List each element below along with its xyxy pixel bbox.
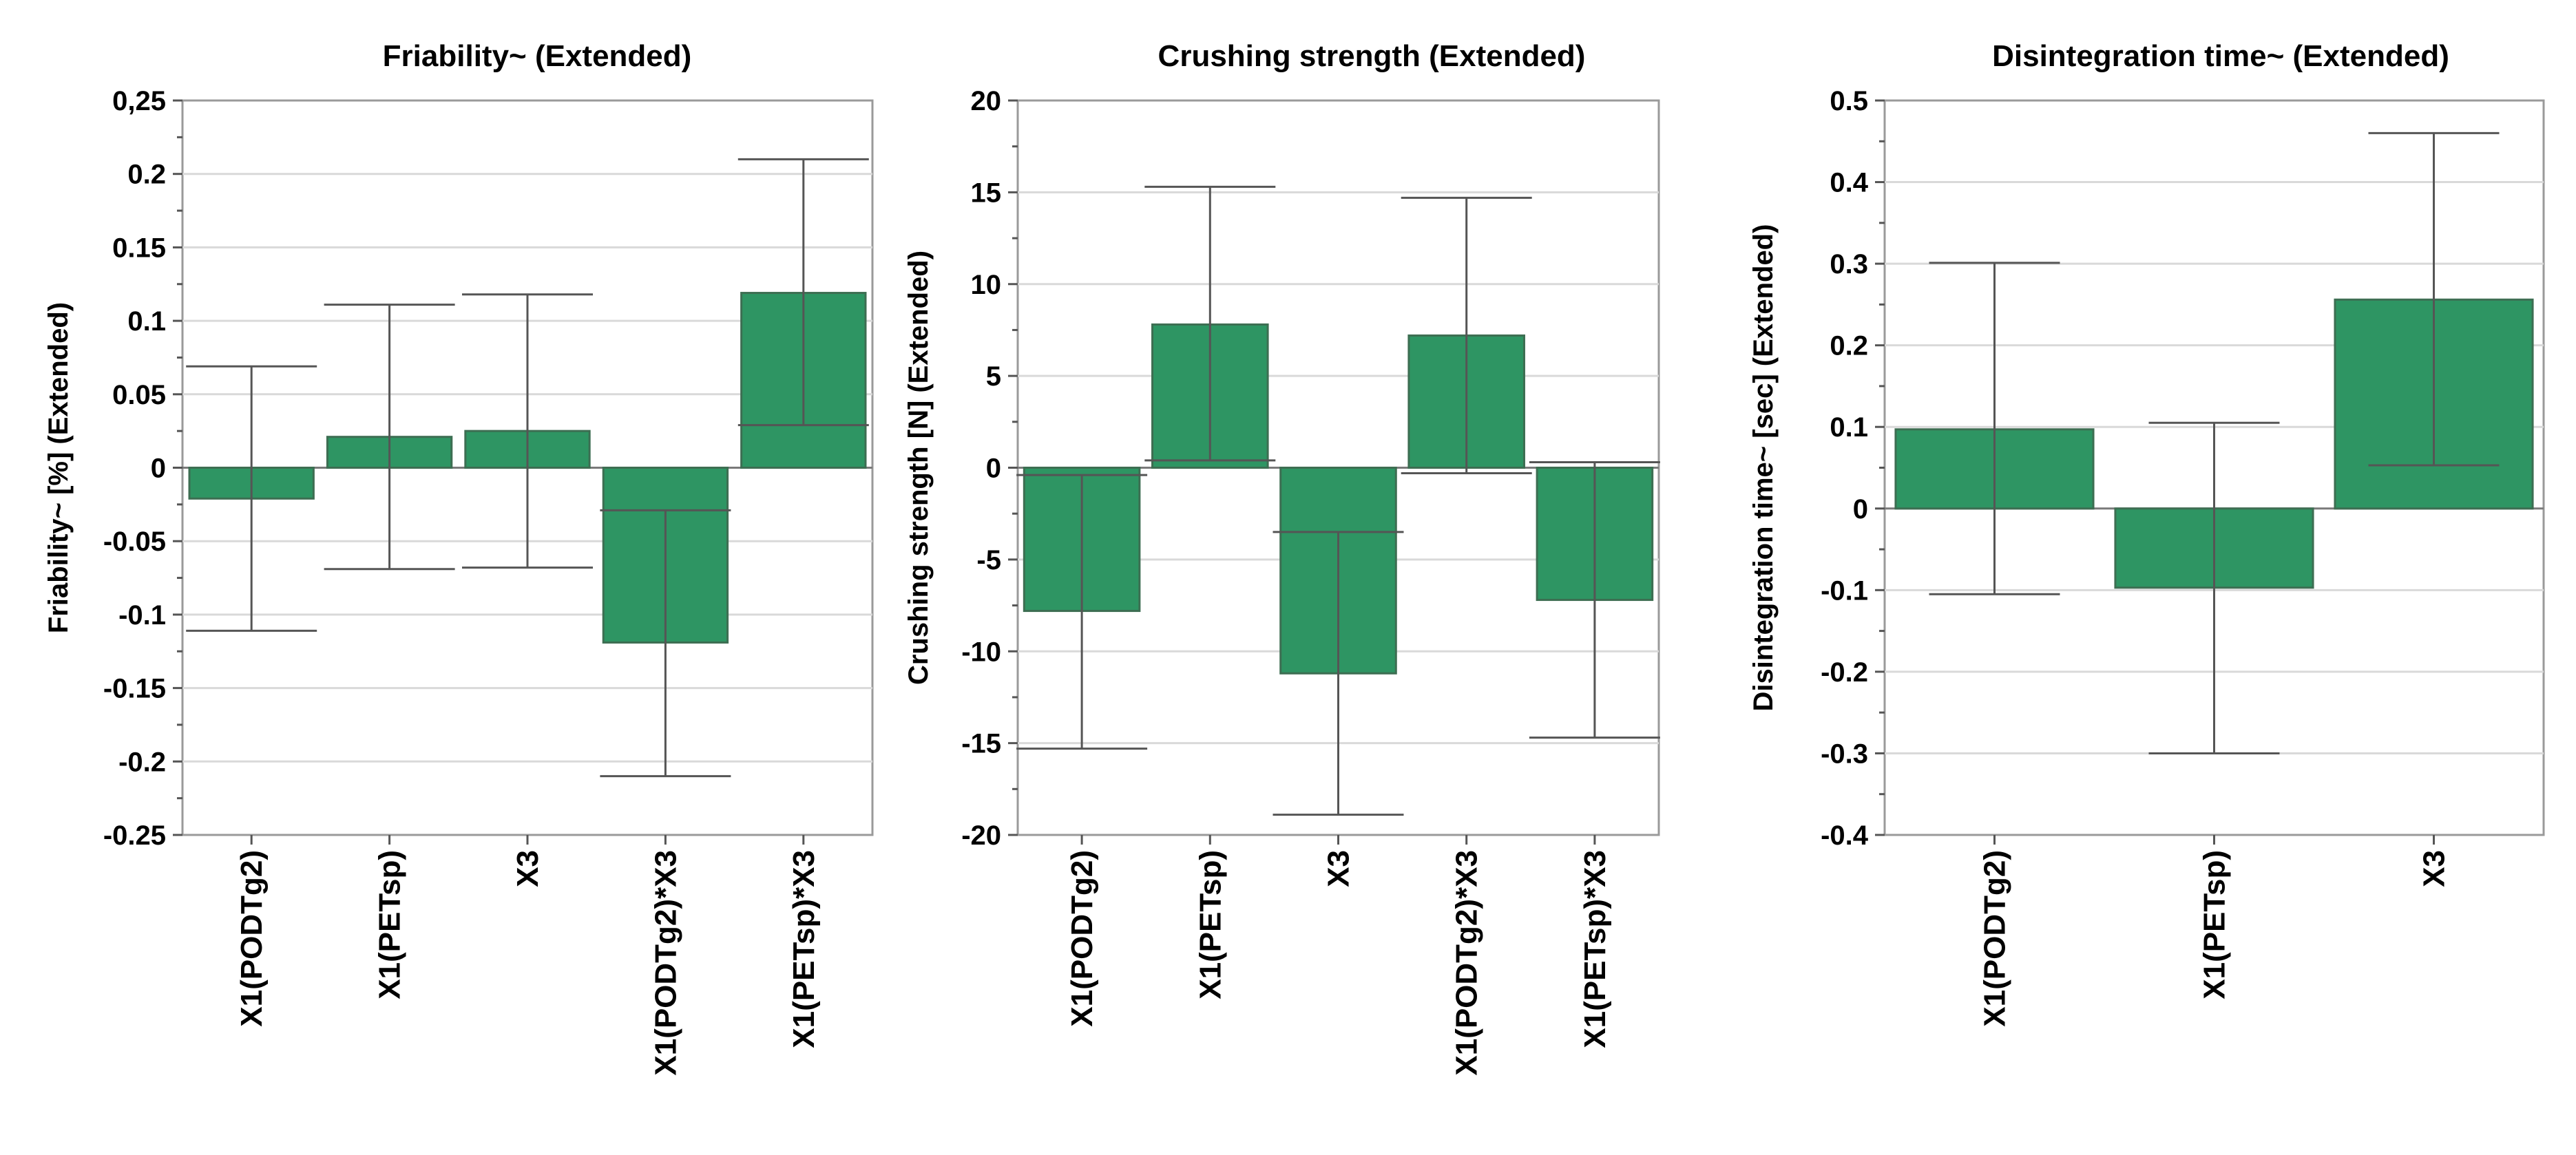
y-axis-label: Friability~ [%] (Extended) [43, 302, 74, 633]
y-tick-label: 0.2 [1830, 331, 1868, 361]
y-tick-label: -0.1 [1821, 575, 1868, 606]
y-tick-label: 0,25 [112, 86, 166, 116]
category-label: X1(PODTg2)*X3 [649, 850, 682, 1076]
y-tick-label: 0.4 [1830, 168, 1868, 198]
y-tick-label: -0.2 [1821, 657, 1868, 688]
y-axis-label: Crushing strength [N] (Extended) [903, 251, 934, 685]
category-label: X3 [1322, 850, 1356, 887]
y-tick-label: 0.2 [127, 160, 166, 190]
y-tick-label: 15 [971, 178, 1002, 208]
category-label: X3 [511, 850, 545, 887]
chart-panel-2: Crushing strength (Extended) 20 15 10 5 0 -5 -1… [903, 39, 1660, 1076]
chart-panel-3: Disintegration time~ (Extended) 0.5 0.4 0.3… [1748, 39, 2545, 1027]
y-tick-label: 0 [986, 454, 1001, 484]
y-tick-label: -0.05 [103, 527, 166, 557]
chart-title: Disintegration time~ (Extended) [1992, 39, 2449, 73]
y-tick-label: -20 [961, 820, 1001, 851]
y-tick-label: -0.2 [118, 747, 166, 777]
chart-panel-1: Friability~ (Extended) 0,25 0.2 0.15 0.1 0.05… [43, 39, 874, 1076]
y-tick-label: -10 [961, 637, 1001, 667]
y-tick-label: -0.1 [118, 600, 166, 631]
y-tick-label: 20 [971, 86, 1002, 116]
category-label: X1(PETsp) [1193, 850, 1227, 999]
category-label: X1(PODTg2) [1065, 850, 1099, 1027]
y-tick-label: 0.3 [1830, 249, 1868, 279]
y-tick-label: 0.1 [127, 306, 166, 337]
y-tick-label: -0.15 [103, 674, 166, 704]
category-label: X3 [2418, 850, 2451, 887]
y-tick-label: -0.3 [1821, 739, 1868, 769]
y-tick-label: 0 [1853, 494, 1868, 524]
y-tick-label: -5 [976, 545, 1001, 575]
category-label: X1(PETsp) [373, 850, 407, 999]
chart-title: Friability~ (Extended) [383, 39, 692, 73]
y-tick-label: 0.5 [1830, 86, 1868, 116]
category-label: X1(PODTg2) [235, 850, 269, 1027]
chart-title: Crushing strength (Extended) [1158, 39, 1586, 73]
y-tick-label: 0.1 [1830, 412, 1868, 443]
y-tick-label: -0.25 [103, 820, 166, 851]
y-tick-label: 10 [971, 270, 1002, 300]
y-tick-label: 0.15 [112, 233, 166, 263]
y-tick-label: -15 [961, 729, 1001, 759]
category-label: X1(PETsp)*X3 [1578, 850, 1612, 1048]
y-tick-label: 0.05 [112, 380, 166, 410]
category-label: X1(PODTg2) [1978, 850, 2012, 1027]
y-tick-label: 5 [986, 361, 1001, 392]
y-tick-label: 0 [151, 454, 166, 484]
category-label: X1(PETsp)*X3 [787, 850, 821, 1048]
y-tick-label: -0.4 [1821, 820, 1869, 851]
y-axis-label: Disintegration time~ [sec] (Extended) [1748, 224, 1779, 712]
category-label: X1(PETsp) [2198, 850, 2232, 999]
category-label: X1(PODTg2)*X3 [1450, 850, 1484, 1076]
